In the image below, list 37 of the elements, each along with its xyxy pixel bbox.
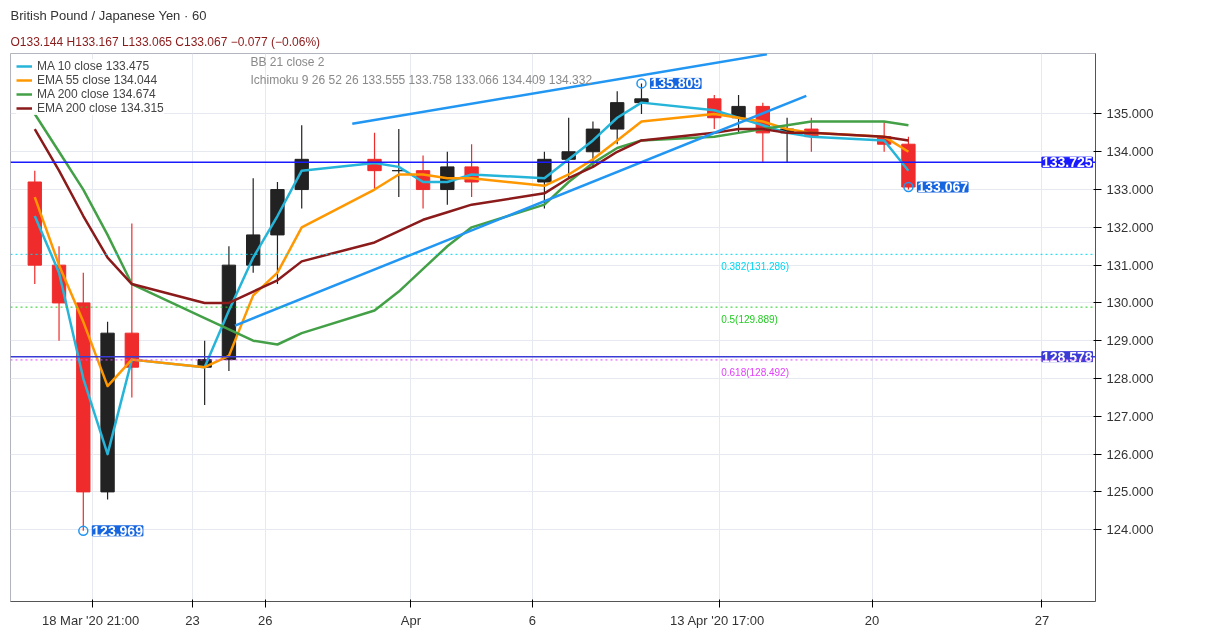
y-tick-label: 130.000 (1106, 295, 1154, 311)
line-series (33, 127, 910, 305)
y-tick-label: 133.000 (1106, 182, 1154, 198)
x-tick-label: 27 (1034, 612, 1050, 628)
y-tick-label: 132.000 (1106, 219, 1154, 235)
x-tick-label: 18 Mar '20 21:00 (42, 612, 140, 628)
legend-label: EMA 55 close 134.044 (37, 73, 158, 87)
chart-title: British Pound / Japanese Yen · 60 (10, 7, 207, 23)
annotation: Ichimoku 9 26 52 26 133.555 133.758 133.066 134.409 134.332 (250, 72, 593, 87)
x-tick-label: 6 (528, 612, 536, 628)
y-tick-label: 125.000 (1106, 484, 1154, 500)
legend-label: MA 10 close 133.475 (37, 59, 150, 73)
y-tick-label: 135.000 (1106, 106, 1154, 122)
y-tick-label: 124.000 (1106, 522, 1154, 538)
x-tick-label: Apr (400, 612, 422, 628)
x-tick-label: 26 (258, 612, 273, 628)
y-tick-label: 127.000 (1106, 408, 1154, 424)
annotation: 123.969 (92, 522, 144, 539)
y-tick-label: 134.000 (1106, 144, 1154, 160)
ref-line-label: 0.5(129.889) (721, 314, 778, 326)
y-tick-label: 131.000 (1106, 257, 1154, 273)
y-tick-label: 126.000 (1106, 446, 1154, 462)
x-tick-label: 20 (864, 612, 880, 628)
ref-line-label: 0.382(131.286) (721, 261, 790, 273)
legend-label: MA 200 close 134.674 (37, 87, 156, 101)
ref-line-label: 128.578 (1041, 348, 1093, 365)
annotation: 133.067 (917, 179, 969, 196)
y-tick-label: 128.000 (1106, 371, 1154, 387)
x-tick-label: 23 (185, 612, 200, 628)
chart-subtitle: O133.144 H133.167 L133.065 C133.067 −0.077 (−0.06%) (10, 34, 321, 49)
y-tick-label: 129.000 (1106, 333, 1154, 349)
x-tick-label: 13 Apr '20 17:00 (670, 612, 765, 628)
ref-line-label: 133.725 (1041, 154, 1093, 171)
annotation: 135.809 (650, 75, 702, 92)
legend-label: EMA 200 close 134.315 (37, 101, 164, 115)
ref-line-label: 0.618(128.492) (721, 366, 790, 378)
annotation: BB 21 close 2 (250, 54, 325, 69)
